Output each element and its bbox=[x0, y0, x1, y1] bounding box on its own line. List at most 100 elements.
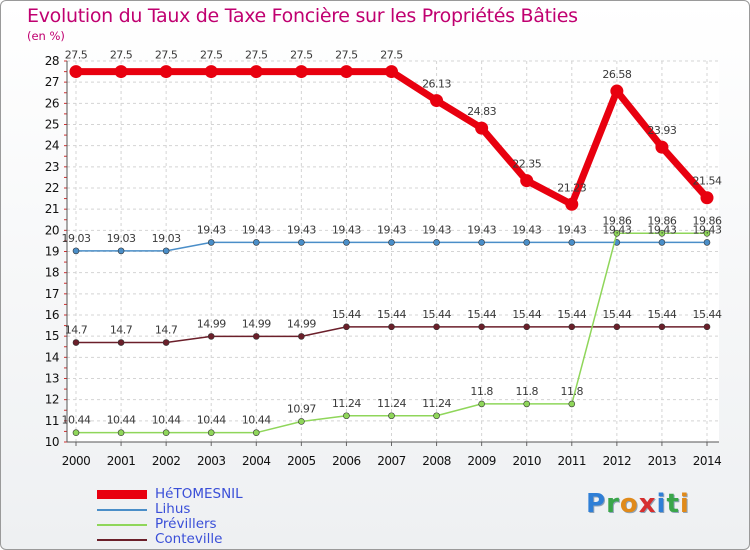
x-tick-label: 2006 bbox=[332, 454, 361, 468]
logo-letter: P bbox=[586, 489, 607, 519]
data-point bbox=[343, 323, 350, 331]
data-label: 10.44 bbox=[62, 414, 91, 427]
logo-letter: i bbox=[656, 489, 667, 519]
data-point bbox=[478, 323, 485, 331]
data-point bbox=[252, 239, 260, 246]
data-label: 10.44 bbox=[197, 414, 226, 427]
y-tick-label: 16 bbox=[45, 308, 59, 322]
data-point bbox=[478, 400, 485, 408]
data-point bbox=[523, 400, 531, 408]
x-tick-label: 2005 bbox=[287, 454, 316, 468]
x-tick-label: 2000 bbox=[62, 454, 91, 468]
data-point bbox=[655, 140, 669, 154]
data-label: 14.7 bbox=[65, 324, 88, 337]
y-tick-label: 19 bbox=[45, 245, 59, 259]
data-label: 24.83 bbox=[467, 105, 496, 118]
y-tick-label: 10 bbox=[45, 435, 59, 449]
data-label: 19.03 bbox=[107, 232, 136, 245]
data-label: 19.43 bbox=[242, 223, 271, 236]
data-point bbox=[114, 65, 128, 79]
data-label: 11.24 bbox=[377, 397, 406, 410]
x-tick-label: 2011 bbox=[558, 454, 587, 468]
legend-label: Prévillers bbox=[155, 516, 217, 532]
data-label: 27.5 bbox=[65, 49, 88, 62]
y-tick-label: 25 bbox=[45, 118, 59, 132]
data-label: 27.5 bbox=[290, 49, 313, 62]
data-label: 14.99 bbox=[197, 317, 226, 330]
data-point bbox=[204, 65, 218, 79]
data-label: 19.03 bbox=[152, 232, 181, 245]
data-point bbox=[343, 239, 350, 246]
y-tick-label: 28 bbox=[45, 54, 59, 68]
logo-letter: r bbox=[606, 489, 620, 519]
data-label: 11.24 bbox=[422, 397, 451, 410]
data-point bbox=[565, 197, 579, 211]
legend-item: Prévillers bbox=[97, 517, 243, 532]
data-point bbox=[207, 429, 215, 436]
data-label: 19.43 bbox=[602, 223, 631, 236]
x-tick-label: 2012 bbox=[603, 454, 632, 468]
data-label: 23.93 bbox=[647, 124, 676, 137]
data-label: 27.5 bbox=[245, 49, 268, 62]
data-point bbox=[298, 333, 305, 340]
chart-legend: HéTOMESNIL Lihus Prévillers Conteville bbox=[97, 487, 243, 547]
data-label: 19.43 bbox=[422, 223, 451, 236]
data-label: 26.58 bbox=[602, 68, 631, 81]
data-label: 15.44 bbox=[693, 308, 722, 321]
data-label: 19.43 bbox=[377, 223, 406, 236]
data-point bbox=[294, 65, 308, 79]
data-point bbox=[343, 412, 350, 420]
data-label: 19.43 bbox=[332, 223, 361, 236]
x-tick-label: 2007 bbox=[377, 454, 406, 468]
data-label: 19.86 bbox=[693, 214, 722, 227]
data-point bbox=[162, 339, 170, 346]
y-tick-label: 20 bbox=[45, 223, 59, 237]
data-point bbox=[523, 323, 531, 331]
chart-title: Evolution du Taux de Taxe Foncière sur l… bbox=[27, 5, 578, 27]
data-point bbox=[339, 65, 353, 79]
y-tick-label: 14 bbox=[45, 350, 59, 364]
data-point bbox=[298, 239, 305, 246]
data-point bbox=[613, 323, 621, 331]
data-point bbox=[430, 94, 444, 108]
x-tick-label: 2010 bbox=[512, 454, 541, 468]
data-label: 14.99 bbox=[287, 317, 316, 330]
data-label: 19.43 bbox=[512, 223, 541, 236]
data-point bbox=[433, 412, 440, 420]
y-tick-label: 22 bbox=[45, 181, 59, 195]
legend-swatch bbox=[97, 538, 147, 541]
data-label: 27.5 bbox=[200, 49, 223, 62]
data-point bbox=[117, 247, 125, 255]
y-tick-label: 26 bbox=[45, 96, 59, 110]
x-tick-label: 2002 bbox=[152, 454, 181, 468]
data-label: 11.8 bbox=[515, 385, 538, 398]
logo-letter: x bbox=[638, 489, 657, 519]
data-point bbox=[207, 333, 215, 340]
data-point bbox=[388, 412, 395, 420]
data-point bbox=[658, 323, 666, 331]
data-point bbox=[703, 323, 711, 331]
data-point bbox=[162, 247, 170, 255]
data-point bbox=[162, 429, 170, 436]
data-label: 10.44 bbox=[242, 414, 271, 427]
data-label: 14.7 bbox=[155, 324, 178, 337]
data-label: 19.43 bbox=[647, 223, 676, 236]
data-label: 19.86 bbox=[602, 214, 631, 227]
y-tick-label: 11 bbox=[45, 414, 59, 428]
data-label: 15.44 bbox=[332, 308, 361, 321]
legend-swatch bbox=[97, 490, 147, 499]
x-tick-label: 2009 bbox=[467, 454, 496, 468]
logo-letter: o bbox=[619, 489, 639, 519]
data-label: 19.43 bbox=[197, 223, 226, 236]
data-label: 14.99 bbox=[242, 317, 271, 330]
data-label: 27.5 bbox=[110, 49, 133, 62]
x-tick-label: 2013 bbox=[648, 454, 677, 468]
data-point bbox=[117, 339, 125, 346]
x-tick-label: 2004 bbox=[242, 454, 271, 468]
x-tick-label: 2014 bbox=[693, 454, 722, 468]
y-tick-label: 24 bbox=[45, 139, 59, 153]
legend-swatch bbox=[97, 523, 147, 526]
data-label: 15.44 bbox=[557, 308, 586, 321]
legend-item: Lihus bbox=[97, 502, 243, 517]
